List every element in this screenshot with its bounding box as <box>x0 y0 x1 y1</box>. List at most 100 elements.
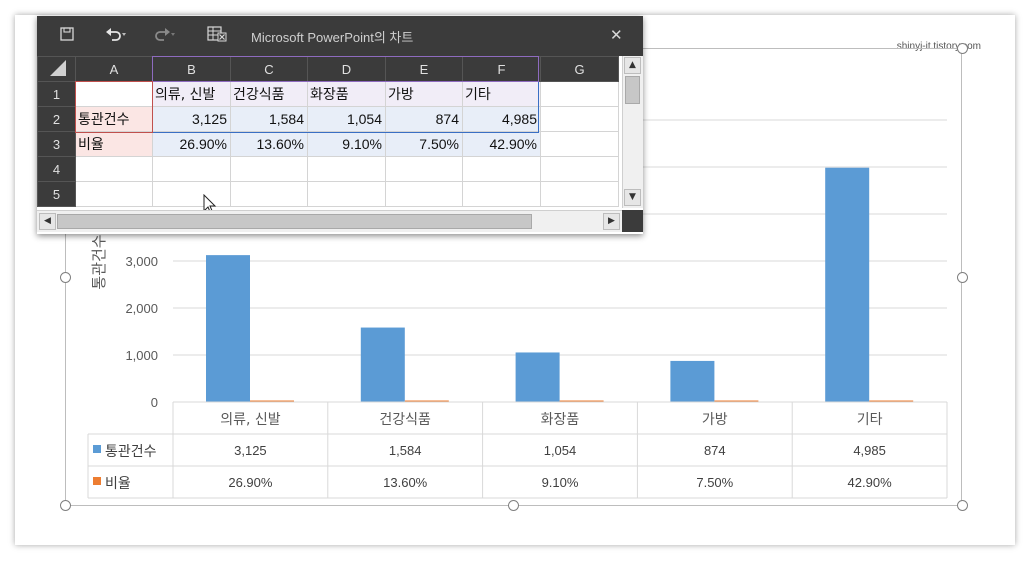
cell-D5[interactable] <box>307 181 386 207</box>
cell-B3[interactable]: 26.90% <box>152 131 231 157</box>
cell-C4[interactable] <box>230 156 308 182</box>
edit-in-excel-icon[interactable] <box>207 26 227 47</box>
bar-ratio[interactable] <box>714 400 759 403</box>
spreadsheet-window[interactable]: Microsoft PowerPoint의 차트 ✕ A B C D E F <box>37 16 643 234</box>
scroll-right-icon[interactable]: ▶ <box>603 213 620 230</box>
resize-handle-bottom-right[interactable] <box>957 500 968 511</box>
cell-G5[interactable] <box>540 181 619 207</box>
cell-B2[interactable]: 3,125 <box>152 106 231 132</box>
cell-E2[interactable]: 874 <box>385 106 463 132</box>
bars <box>206 167 914 403</box>
bar-ratio[interactable] <box>250 400 294 403</box>
cell-E5[interactable] <box>385 181 463 207</box>
cell-F2[interactable]: 4,985 <box>462 106 541 132</box>
select-all-corner[interactable] <box>37 56 76 82</box>
cell-C3[interactable]: 13.60% <box>230 131 308 157</box>
resize-handle-bottom-left[interactable] <box>60 500 71 511</box>
row-header[interactable]: 5 <box>37 181 76 207</box>
cell-E3[interactable]: 7.50% <box>385 131 463 157</box>
close-icon[interactable]: ✕ <box>610 26 623 44</box>
cell-D1[interactable]: 화장품 <box>307 81 386 107</box>
cell-E1[interactable]: 가방 <box>385 81 463 107</box>
title-bar[interactable]: Microsoft PowerPoint의 차트 ✕ <box>37 16 643 56</box>
bar-count[interactable] <box>206 255 250 402</box>
column-header[interactable]: F <box>462 56 541 82</box>
cell-B1[interactable]: 의류, 신발 <box>152 81 231 107</box>
column-header[interactable]: C <box>230 56 308 82</box>
data-table-value: 1,054 <box>544 443 577 458</box>
column-header[interactable]: A <box>75 56 153 82</box>
row-header[interactable]: 2 <box>37 106 76 132</box>
cell-F3[interactable]: 42.90% <box>462 131 541 157</box>
column-header[interactable]: E <box>385 56 463 82</box>
vertical-scrollbar[interactable]: ▲ ▼ <box>622 56 643 208</box>
cell-A2[interactable]: 통관건수 <box>75 106 153 132</box>
row-header[interactable]: 1 <box>37 81 76 107</box>
bar-ratio[interactable] <box>869 400 914 403</box>
horizontal-scroll-thumb[interactable] <box>57 214 532 229</box>
cell-D4[interactable] <box>307 156 386 182</box>
resize-handle-bottom-center[interactable] <box>508 500 519 511</box>
cell-B4[interactable] <box>152 156 231 182</box>
column-header[interactable]: G <box>540 56 619 82</box>
bar-count[interactable] <box>670 360 715 402</box>
category-label: 의류, 신발 <box>220 412 281 428</box>
undo-icon[interactable] <box>105 26 127 47</box>
cell-C5[interactable] <box>230 181 308 207</box>
y-tick-label: 0 <box>151 395 158 410</box>
resize-handle-top-right[interactable] <box>957 43 968 54</box>
bar-count[interactable] <box>360 327 405 402</box>
table-row: 2 통관건수 3,125 1,584 1,054 874 4,985 <box>37 106 619 132</box>
data-table-value: 3,125 <box>234 443 267 458</box>
cell-E4[interactable] <box>385 156 463 182</box>
cell-F4[interactable] <box>462 156 541 182</box>
data-table-value: 13.60% <box>383 475 428 490</box>
cell-G4[interactable] <box>540 156 619 182</box>
cell-G2[interactable] <box>540 106 619 132</box>
scroll-down-icon[interactable]: ▼ <box>624 189 641 206</box>
column-header[interactable]: D <box>307 56 386 82</box>
bar-ratio[interactable] <box>559 400 604 403</box>
cell-C2[interactable]: 1,584 <box>230 106 308 132</box>
category-label: 건강식품 <box>379 412 431 428</box>
scroll-left-icon[interactable]: ◀ <box>39 213 56 230</box>
bar-count[interactable] <box>515 352 560 402</box>
bar-ratio[interactable] <box>404 400 449 403</box>
bar-count[interactable] <box>825 167 870 402</box>
scrollbar-corner <box>622 210 643 232</box>
series-name: 비율 <box>105 476 131 492</box>
cell-F1[interactable]: 기타 <box>462 81 541 107</box>
save-icon[interactable] <box>59 26 75 47</box>
scroll-up-icon[interactable]: ▲ <box>624 57 641 74</box>
vertical-scroll-thumb[interactable] <box>625 76 640 104</box>
cell-D2[interactable]: 1,054 <box>307 106 386 132</box>
cell-C1[interactable]: 건강식품 <box>230 81 308 107</box>
cell-A1[interactable] <box>75 81 153 107</box>
cell-B5[interactable] <box>152 181 231 207</box>
redo-icon[interactable] <box>154 26 176 47</box>
worksheet-table[interactable]: A B C D E F G 1 의류, 신발 건강식품 화장품 가방 기타 <box>37 56 619 207</box>
column-header[interactable]: B <box>152 56 231 82</box>
cell-F5[interactable] <box>462 181 541 207</box>
table-row: 5 <box>37 181 619 207</box>
y-tick-label: 2,000 <box>125 301 158 316</box>
y-tick-label: 1,000 <box>125 348 158 363</box>
data-table-value: 874 <box>704 443 726 458</box>
y-axis-title[interactable]: 통관건수 <box>90 234 108 289</box>
horizontal-scrollbar[interactable]: ◀ ▶ <box>37 210 622 232</box>
cell-D3[interactable]: 9.10% <box>307 131 386 157</box>
resize-handle-middle-left[interactable] <box>60 272 71 283</box>
row-header[interactable]: 4 <box>37 156 76 182</box>
worksheet-grid[interactable]: A B C D E F G 1 의류, 신발 건강식품 화장품 가방 기타 <box>37 56 643 234</box>
cell-A5[interactable] <box>75 181 153 207</box>
cell-A3[interactable]: 비율 <box>75 131 153 157</box>
cell-G3[interactable] <box>540 131 619 157</box>
table-row: 4 <box>37 156 619 182</box>
resize-handle-middle-right[interactable] <box>957 272 968 283</box>
cell-G1[interactable] <box>540 81 619 107</box>
category-label: 화장품 <box>541 412 580 428</box>
row-header[interactable]: 3 <box>37 131 76 157</box>
cell-A4[interactable] <box>75 156 153 182</box>
